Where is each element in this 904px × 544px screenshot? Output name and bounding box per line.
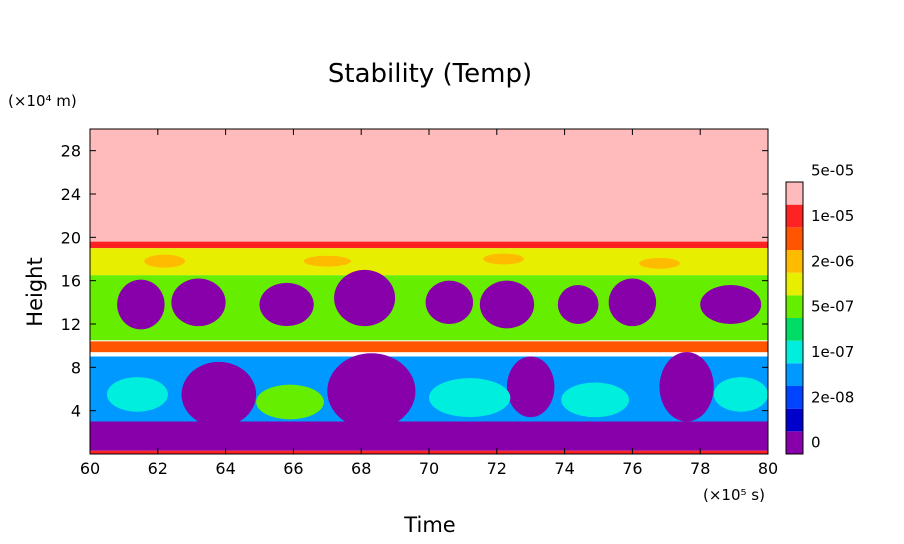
cell-19	[303, 255, 352, 267]
cell-12	[659, 352, 714, 422]
colorbar-swatch-5	[786, 318, 803, 341]
x-tick-label-10: 80	[758, 459, 778, 478]
colorbar-swatch-0	[786, 431, 803, 454]
cell-17	[713, 377, 768, 412]
cell-4	[425, 280, 474, 325]
plot-area	[90, 129, 768, 454]
cell-14	[256, 384, 324, 420]
x-tick-label-6: 72	[487, 459, 507, 478]
y-tick-label-0: 4	[71, 402, 81, 421]
colorbar-swatch-1	[786, 408, 803, 432]
colorbar-label-1: 2e-08	[811, 388, 854, 406]
y-axis-unit: (×10⁴ m)	[8, 92, 77, 110]
cell-1	[171, 278, 226, 327]
x-tick-label-3: 66	[283, 459, 303, 478]
x-axis-unit: (×10⁵ s)	[703, 486, 765, 504]
band-4	[90, 341, 768, 353]
y-tick-label-5: 24	[61, 185, 81, 204]
y-tick-label-2: 12	[61, 315, 81, 334]
x-tick-label-7: 74	[554, 459, 574, 478]
colorbar-frame	[785, 181, 804, 455]
cell-20	[483, 253, 524, 265]
band-0	[90, 129, 768, 243]
y-tick-label-1: 8	[71, 358, 81, 377]
colorbar-swatch-6	[786, 295, 803, 318]
cell-3	[334, 269, 396, 327]
colorbar-label-4: 2e-06	[811, 252, 854, 270]
x-tick-label-8: 76	[622, 459, 642, 478]
cell-10	[327, 353, 416, 430]
colorbar-swatch-8	[786, 250, 803, 273]
x-tick-label-2: 64	[215, 459, 235, 478]
y-axis-title: Height	[23, 257, 47, 326]
x-tick-label-9: 78	[690, 459, 710, 478]
cell-8	[700, 285, 762, 324]
x-tick-label-1: 62	[148, 459, 168, 478]
x-tick-label-4: 68	[351, 459, 371, 478]
colorbar-label-6: 5e-05	[811, 162, 854, 180]
x-tick-label-0: 60	[80, 459, 100, 478]
x-axis-title: Time	[403, 513, 455, 537]
y-ticks: 4 8 12 16 20 24 28	[61, 142, 768, 421]
colorbar-swatch-2	[786, 386, 803, 409]
colorbar-swatch-3	[786, 363, 803, 386]
colorbar-label-2: 1e-07	[811, 343, 854, 361]
colorbar-swatch-10	[786, 204, 803, 228]
colorbar-swatch-7	[786, 272, 803, 296]
x-tick-label-5: 70	[419, 459, 439, 478]
colorbar-label-3: 5e-07	[811, 298, 854, 316]
cell-9	[181, 361, 257, 427]
cell-18	[144, 254, 185, 268]
cell-6	[557, 285, 599, 324]
colorbar: 0 2e-08 1e-07 5e-07 2e-06 1e-05 5e-05	[785, 162, 854, 455]
cell-13	[106, 377, 168, 412]
y-tick-label-6: 28	[61, 142, 81, 161]
cell-16	[561, 382, 630, 418]
colorbar-swatch-9	[786, 227, 803, 250]
colorbar-label-0: 0	[811, 434, 821, 452]
cell-5	[479, 280, 535, 329]
cell-7	[608, 278, 657, 327]
cell-11	[506, 356, 555, 418]
cell-21	[639, 257, 680, 269]
cell-2	[259, 282, 314, 327]
band-1	[90, 241, 768, 249]
cells-layer	[106, 253, 768, 430]
cell-15	[429, 378, 511, 418]
cell-0	[117, 279, 165, 330]
colorbar-swatch-11	[786, 182, 803, 205]
chart-title: Stability (Temp)	[328, 59, 532, 89]
y-tick-label-3: 16	[61, 272, 81, 291]
x-ticks: 60 62 64 66 68 70 72 74 76 78 80	[80, 129, 778, 478]
y-tick-label-4: 20	[61, 228, 81, 247]
colorbar-label-5: 1e-05	[811, 207, 854, 225]
colorbar-swatch-4	[786, 340, 803, 364]
band-6	[90, 421, 768, 451]
